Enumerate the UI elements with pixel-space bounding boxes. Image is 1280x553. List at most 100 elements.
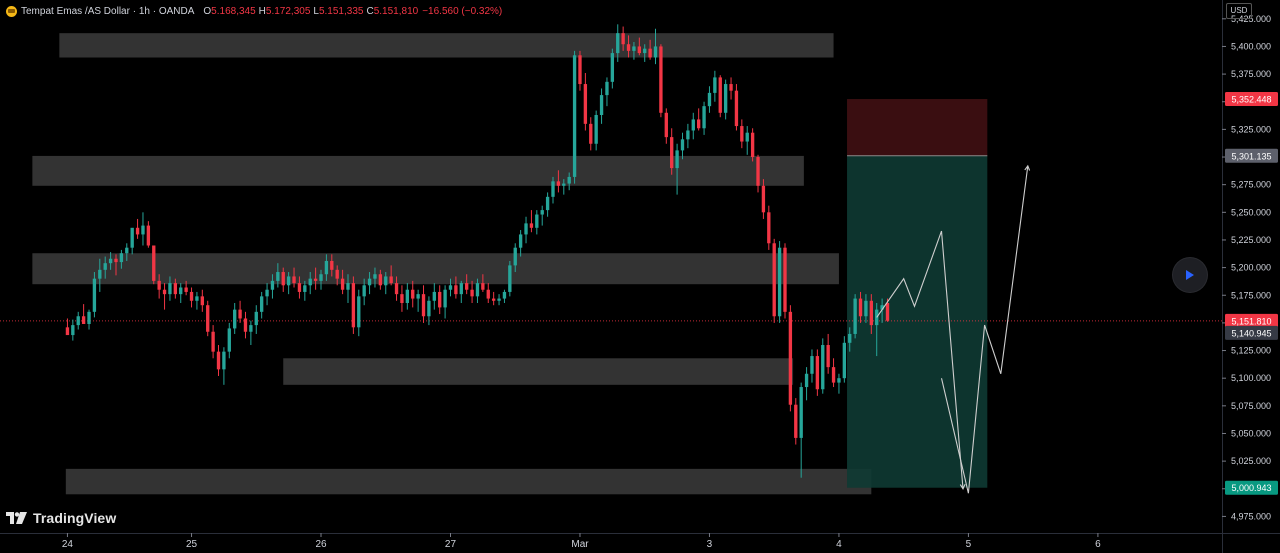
price-label-entry: 5,301.135: [1225, 148, 1278, 163]
price-tick-label: 5,050.000: [1231, 428, 1271, 438]
candle: [826, 333, 830, 374]
candle: [87, 309, 91, 330]
take-profit-zone: [847, 155, 988, 488]
candle: [718, 75, 722, 118]
time-tick-label: 6: [1095, 539, 1101, 550]
low-value: 5.151,335: [318, 5, 364, 17]
candle-body: [416, 294, 420, 299]
candle-body: [432, 291, 436, 301]
candle-body: [168, 283, 172, 295]
zone-rect-5[interactable]: [65, 468, 872, 495]
candle: [421, 285, 426, 323]
candle-body: [540, 210, 544, 215]
candle-body: [675, 150, 679, 169]
candle: [659, 44, 663, 118]
projection-path-2[interactable]: [940, 165, 1029, 494]
candle: [92, 272, 97, 318]
candle: [788, 305, 793, 412]
candle-body: [529, 223, 534, 228]
candle-body: [227, 328, 231, 352]
candle-body: [767, 212, 771, 244]
candle-body: [583, 84, 588, 124]
candle: [114, 254, 118, 276]
candle-body: [821, 345, 825, 390]
candle-body: [87, 311, 91, 325]
tradingview-logo[interactable]: TradingView: [6, 510, 116, 526]
candle: [162, 283, 167, 310]
replay-button[interactable]: [1173, 258, 1207, 292]
candle-body: [454, 285, 458, 295]
candle-body: [448, 285, 453, 290]
price-label-stop: 5,352.448: [1225, 92, 1278, 107]
candle-body: [702, 106, 706, 129]
candle-body: [259, 296, 264, 312]
candle-body: [152, 245, 156, 281]
time-tick-label: Mar: [571, 539, 589, 550]
candle: [216, 345, 221, 376]
projection-arrowhead-2: [1024, 164, 1031, 171]
candle: [243, 311, 248, 339]
candle-body: [384, 276, 388, 286]
candle-body: [119, 253, 124, 263]
candle: [270, 274, 275, 299]
tradingview-logo-icon: [6, 512, 27, 524]
candle-body: [567, 176, 571, 184]
projection-path-1[interactable]: [876, 230, 964, 489]
symbol-title[interactable]: Tempat Emas /AS Dollar · 1h · OANDA: [21, 5, 195, 17]
candle-body: [804, 373, 809, 388]
zone-rect-4[interactable]: [283, 358, 794, 385]
candle-body: [734, 90, 739, 127]
zone-rect-2[interactable]: [32, 155, 804, 186]
price-label-text: 5,000.943: [1231, 483, 1271, 493]
price-label-bg: [1225, 92, 1278, 107]
candle-body: [141, 225, 145, 235]
zone-rect-1[interactable]: [59, 33, 834, 58]
candle-body: [837, 378, 841, 383]
currency-button[interactable]: USD: [1226, 3, 1252, 19]
zone-rect-3[interactable]: [32, 253, 839, 285]
candle-body: [405, 289, 410, 303]
candle: [71, 319, 75, 341]
candle-body: [740, 126, 744, 142]
candle: [76, 311, 80, 330]
candle: [346, 274, 350, 303]
candle: [643, 44, 647, 62]
price-axis: 5,425.0005,400.0005,375.0005,350.0005,32…: [1222, 0, 1271, 553]
candle-body: [686, 130, 690, 140]
candle-body: [98, 269, 102, 279]
candle-body: [411, 289, 415, 299]
high-value: 5.172,305: [265, 5, 311, 17]
candle-body: [76, 316, 80, 326]
candle-body: [162, 289, 167, 295]
candle-body: [346, 283, 350, 290]
candle-body: [249, 325, 253, 332]
zones-layer: [32, 33, 872, 495]
candle-body: [648, 48, 652, 58]
candle: [378, 269, 383, 290]
candle-body: [718, 77, 722, 113]
candle: [308, 272, 312, 295]
candle-body: [146, 225, 151, 246]
candle: [286, 272, 291, 295]
price-tick-label: 5,075.000: [1231, 401, 1271, 411]
candle: [551, 176, 555, 204]
candle: [211, 325, 215, 359]
candle: [723, 79, 728, 120]
candle: [616, 24, 620, 62]
candle-body: [535, 214, 539, 228]
candle: [799, 382, 803, 478]
candle: [98, 258, 102, 292]
candle-body: [589, 123, 593, 144]
candle-body: [594, 115, 598, 144]
candle: [470, 280, 474, 303]
price-tick-label: 5,325.000: [1231, 124, 1271, 134]
price-label-bg: [1225, 313, 1278, 328]
candle: [750, 128, 755, 162]
candle: [411, 280, 415, 308]
candle: [675, 143, 679, 195]
candle-body: [632, 46, 636, 51]
candle-body: [330, 260, 334, 270]
candle-body: [880, 305, 884, 310]
